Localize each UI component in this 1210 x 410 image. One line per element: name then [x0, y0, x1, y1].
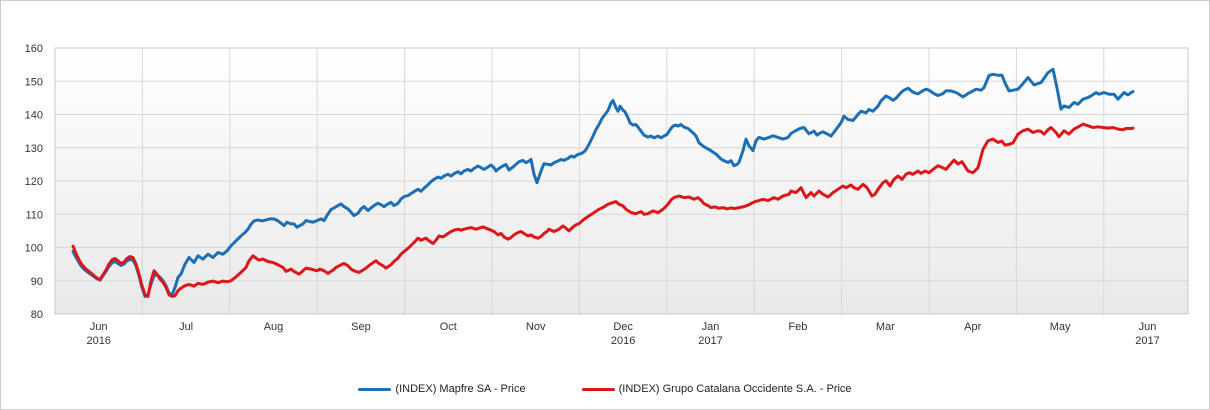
x-axis-labels: Jun 2016 Jul Aug Sep Oct Nov Dec 2016 Jan 2017 Feb M…	[86, 321, 1159, 347]
y-axis-label-160: 160	[25, 43, 43, 55]
legend-item-grupo-catalana[interactable]: (INDEX) Grupo Catalana Occidente S.A. - …	[581, 383, 852, 395]
x-axis-label-apr: Apr	[964, 321, 981, 333]
x-axis-label-oct: Oct	[440, 321, 457, 333]
series-grupo-catalana-line	[71, 122, 1135, 298]
y-axis-labels: 160 150 140 130 120 110 100 90 80	[25, 43, 43, 321]
mapfre-series-swatch	[358, 387, 392, 391]
y-axis-label-130: 130	[25, 143, 43, 155]
y-axis-label-120: 120	[25, 176, 43, 188]
chart-legend: (INDEX) Mapfre SA - Price (INDEX) Grupo …	[1, 383, 1209, 395]
x-axis-label-jun-2017: Jun	[1139, 321, 1157, 333]
mapfre-series-label: (INDEX) Mapfre SA - Price	[395, 383, 526, 395]
x-axis-label-dec-2016: Dec	[613, 321, 633, 333]
x-axis-label-aug: Aug	[264, 321, 284, 333]
y-axis-label-100: 100	[25, 243, 43, 255]
x-axis-year-label-2017: 2017	[698, 335, 722, 347]
y-axis-label-140: 140	[25, 110, 43, 122]
series-lines	[71, 67, 1135, 298]
y-axis-label-150: 150	[25, 76, 43, 88]
grupo-catalana-series-swatch	[581, 387, 615, 391]
x-axis-label-nov: Nov	[526, 321, 546, 333]
x-axis-label-jun-2016: Jun	[90, 321, 108, 333]
x-axis-label-feb: Feb	[788, 321, 807, 333]
y-axis-label-90: 90	[31, 276, 43, 288]
series-mapfre-line	[71, 67, 1135, 298]
x-axis-year-label-2017: 2017	[1135, 335, 1159, 347]
x-axis-label-jul: Jul	[179, 321, 193, 333]
plot-border	[54, 47, 1189, 315]
x-axis-year-label-2016: 2016	[611, 335, 635, 347]
x-axis-year-label-2016: 2016	[86, 335, 110, 347]
x-axis-label-jan-2017: Jan	[702, 321, 720, 333]
y-axis-label-110: 110	[25, 209, 43, 221]
grupo-catalana-series-label: (INDEX) Grupo Catalana Occidente S.A. - …	[618, 383, 852, 395]
price-chart: 160 150 140 130 120 110 100 90 80 Jun 2016 Jul Aug S…	[25, 43, 1189, 347]
x-axis-label-mar: Mar	[876, 321, 895, 333]
x-axis-label-sep: Sep	[351, 321, 371, 333]
y-axis-label-80: 80	[31, 309, 43, 321]
legend-item-mapfre[interactable]: (INDEX) Mapfre SA - Price	[358, 383, 526, 395]
x-axis-label-may: May	[1050, 321, 1071, 333]
